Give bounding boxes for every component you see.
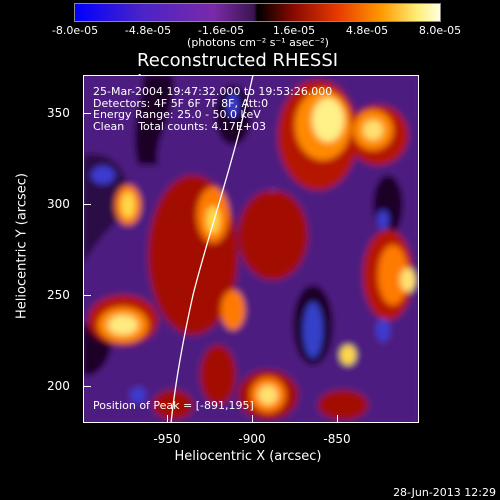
colorbar-tick-label: -1.6e-05 [197, 24, 245, 37]
colorbar-tick-label: -4.8e-05 [124, 24, 172, 37]
energy-range: Energy Range: 25.0 - 50.0 keV [93, 108, 261, 122]
y-tick-label: 300 [47, 197, 70, 211]
y-tick-label: 200 [47, 379, 70, 393]
colorbar-units: (photons cm⁻² s⁻¹ asec⁻²) [187, 36, 329, 49]
rhessi-image [83, 75, 419, 423]
date-stamp: 28-Jun-2013 12:29 [393, 486, 496, 499]
x-axis-label: Heliocentric X (arcsec) [174, 449, 322, 464]
y-axis-label: Heliocentric Y (arcsec) [14, 173, 30, 319]
colorbar-tick-label: 1.6e-05 [272, 24, 316, 37]
x-tick [167, 415, 168, 423]
clean-counts: Clean Total counts: 4.17E+03 [93, 120, 267, 134]
y-tick-label: 250 [47, 288, 70, 302]
peak-position: Position of Peak = [-891,195] [93, 399, 254, 412]
x-tick-label: -850 [323, 432, 351, 446]
plot-frame [83, 75, 419, 423]
colorbar [74, 3, 441, 22]
x-tick-label: -900 [238, 432, 266, 446]
y-tick [83, 204, 91, 205]
y-tick [83, 295, 91, 296]
observation-info: 25-Mar-2004 19:47:32.000 to 19:53:26.000… [93, 86, 332, 133]
x-tick-label: -950 [153, 432, 181, 446]
colorbar-tick-label: -8.0e-05 [51, 24, 99, 37]
y-tick [83, 386, 91, 387]
colorbar-tick-label: 4.8e-05 [345, 24, 389, 37]
x-tick [337, 415, 338, 423]
y-tick [83, 113, 91, 114]
time-range: 25-Mar-2004 19:47:32.000 to 19:53:26.000 [93, 85, 333, 98]
y-tick-label: 350 [47, 106, 70, 120]
colorbar-tick-label: 8.0e-05 [418, 24, 462, 37]
x-tick [252, 415, 253, 423]
detectors: Detectors: 4F 5F 6F 7F 8F, Att:0 [93, 96, 269, 110]
